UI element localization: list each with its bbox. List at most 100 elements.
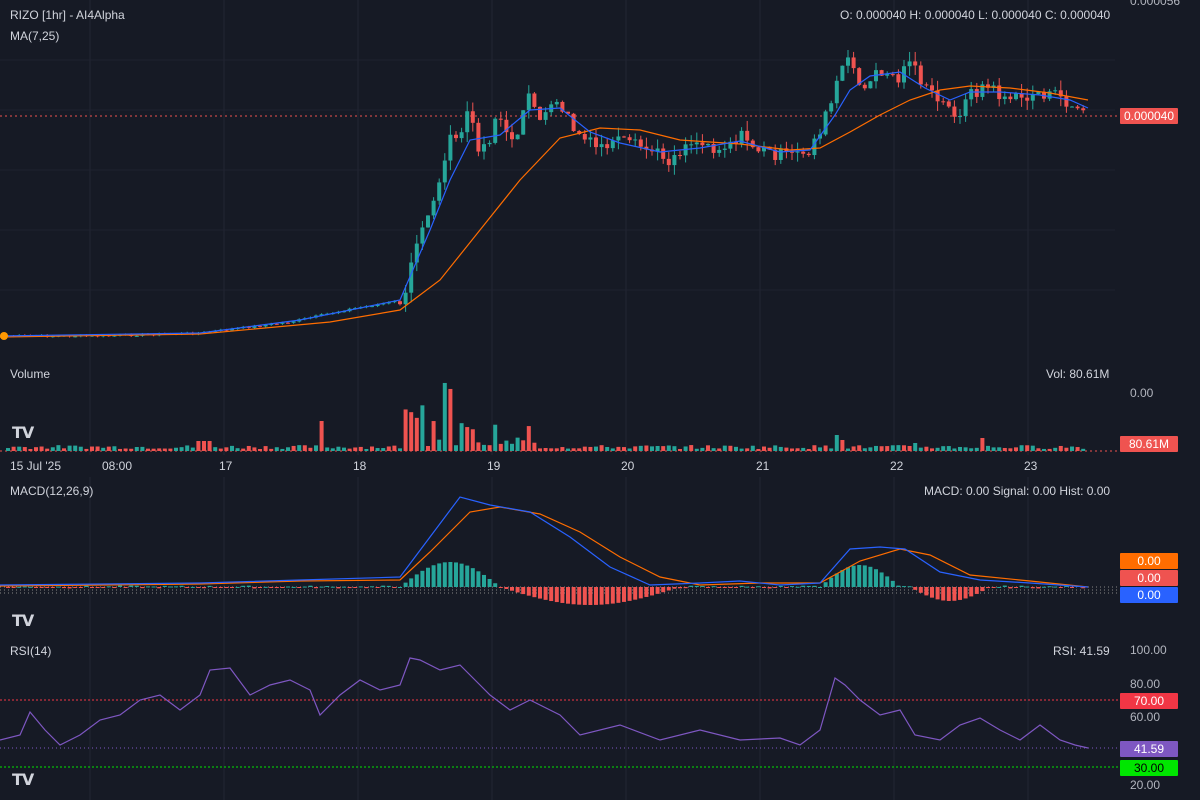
macd-histogram-bar: [1014, 587, 1018, 588]
macd-histogram-bar: [381, 585, 386, 587]
volume-bar: [683, 446, 688, 451]
candle: [1002, 96, 1007, 100]
macd-histogram-bar: [50, 587, 55, 588]
candle: [739, 130, 744, 144]
volume-bar: [129, 448, 134, 451]
macd-histogram-bar: [666, 587, 671, 591]
volume-bar: [269, 448, 274, 451]
macd-histogram-bar: [672, 587, 677, 589]
macd-histogram-bar: [840, 570, 845, 587]
volume-zero-tick: 0.00: [1130, 386, 1154, 400]
candle: [644, 146, 649, 150]
volume-bar: [728, 445, 733, 451]
macd-histogram-bar: [756, 586, 761, 588]
macd-histogram-bar: [616, 587, 621, 603]
volume-bar: [840, 440, 845, 451]
volume-bar: [963, 447, 968, 451]
time-axis[interactable]: 15 Jul '25 08:00 17 18 19 20 21 22 23: [0, 455, 1200, 477]
rsi-line: [0, 657, 1089, 749]
macd-histogram-bar: [95, 587, 100, 588]
volume-bar: [795, 448, 800, 451]
macd-histogram-bar: [980, 587, 985, 592]
candle: [722, 148, 727, 150]
macd-histogram-bar: [241, 585, 246, 587]
candle: [700, 142, 705, 146]
macd-histogram-bar: [868, 566, 873, 587]
volume-bar: [409, 412, 414, 451]
macd-histogram-bar: [1058, 587, 1063, 588]
rsi-pane[interactable]: RSI(14) RSI: 41.59 100.00 80.00 60.00 20…: [0, 640, 1200, 800]
macd-histogram-bar: [140, 587, 145, 589]
macd-histogram-bar: [11, 587, 16, 588]
macd-histogram-bar: [1002, 585, 1007, 587]
candle: [762, 146, 766, 152]
volume-chart[interactable]: [0, 365, 1200, 455]
volume-bar: [459, 423, 464, 451]
candle: [1075, 106, 1080, 109]
macd-histogram-bar: [834, 573, 839, 587]
candle: [806, 153, 811, 156]
volume-bar: [868, 447, 873, 451]
macd-histogram-bar: [263, 586, 268, 588]
macd-histogram-bar: [890, 580, 895, 587]
candle: [403, 292, 408, 305]
price-chart[interactable]: [0, 0, 1200, 365]
volume-bar: [353, 447, 358, 451]
macd-histogram-bar: [252, 587, 257, 589]
volume-bar: [515, 437, 520, 451]
volume-bar: [224, 447, 229, 451]
candle: [207, 331, 212, 333]
macd-histogram-bar: [347, 587, 352, 589]
candle: [510, 132, 514, 140]
volume-bar: [907, 445, 912, 451]
macd-histogram-bar: [554, 587, 559, 603]
price-pane[interactable]: RIZO [1hr] - AI4Alpha MA(7,25) O: 0.0000…: [0, 0, 1200, 365]
macd-histogram-bar: [235, 586, 240, 588]
volume-bar: [521, 440, 526, 451]
candle: [375, 304, 380, 307]
macd-histogram-bar: [314, 587, 318, 589]
candle: [672, 155, 677, 166]
volume-bar: [286, 447, 290, 451]
candle: [918, 65, 923, 85]
macd-pane[interactable]: MACD(12,26,9) MACD: 0.00 Signal: 0.00 Hi…: [0, 477, 1200, 640]
candle: [846, 57, 850, 66]
macd-histogram-bar: [1042, 586, 1046, 588]
macd-chart[interactable]: [0, 477, 1200, 640]
volume-bar: [50, 447, 55, 451]
macd-histogram-bar: [274, 587, 279, 589]
macd-histogram-bar: [627, 587, 632, 601]
macd-histogram-bar: [146, 586, 150, 588]
macd-hist-badge: 0.00: [1120, 570, 1178, 586]
macd-histogram-bar: [375, 587, 380, 588]
volume-bar: [1075, 447, 1080, 451]
macd-histogram-bar: [650, 587, 654, 596]
volume-bar: [196, 441, 201, 451]
macd-histogram-bar: [398, 587, 402, 588]
volume-bar: [700, 447, 705, 451]
volume-bar: [902, 445, 906, 451]
volume-bar: [1025, 445, 1030, 451]
candle: [1081, 108, 1086, 111]
macd-histogram-bar: [465, 565, 470, 587]
volume-bar: [67, 445, 72, 451]
volume-bar: [650, 446, 654, 451]
volume-bar: [1019, 445, 1024, 451]
macd-histogram-bar: [1064, 585, 1069, 587]
volume-bar: [750, 445, 755, 451]
rsi-chart[interactable]: [0, 640, 1200, 800]
volume-bar: [829, 448, 834, 451]
candle: [571, 113, 576, 132]
volume-bar: [706, 445, 710, 451]
volume-bar: [493, 424, 498, 451]
macd-histogram-bar: [605, 587, 610, 605]
macd-histogram-bar: [745, 586, 750, 588]
volume-pane[interactable]: Volume Vol: 80.61M 0.00 80.61M TV: [0, 365, 1200, 455]
start-marker: [0, 332, 8, 340]
macd-histogram-bar: [991, 587, 996, 588]
rsi-current-badge: 41.59: [1120, 741, 1178, 757]
macd-histogram-bar: [571, 587, 576, 605]
macd-histogram-bar: [538, 587, 542, 599]
macd-histogram-bar: [862, 565, 867, 587]
macd-histogram-bar: [532, 587, 537, 598]
